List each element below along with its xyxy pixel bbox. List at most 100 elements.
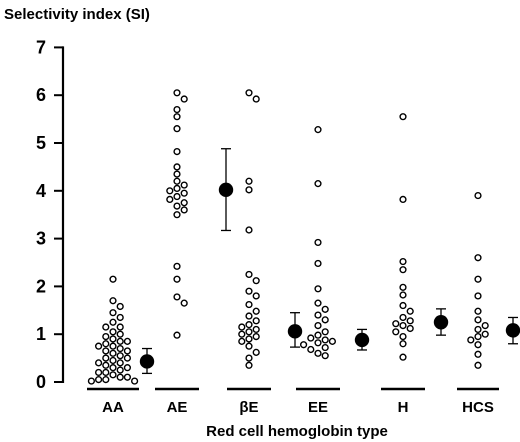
data-point bbox=[474, 254, 482, 262]
data-point bbox=[180, 199, 188, 207]
x-tick-label: EE bbox=[308, 399, 328, 416]
data-points bbox=[87, 89, 489, 385]
y-tick-label: 0 bbox=[36, 372, 46, 392]
data-point bbox=[399, 313, 407, 322]
data-point bbox=[399, 332, 407, 341]
data-point bbox=[399, 340, 407, 348]
data-point bbox=[252, 332, 260, 341]
data-point bbox=[238, 323, 246, 331]
x-tick-label: AA bbox=[102, 399, 124, 416]
data-point bbox=[180, 299, 188, 307]
data-point bbox=[328, 337, 337, 345]
data-point bbox=[474, 332, 482, 341]
data-point bbox=[116, 302, 124, 311]
data-point bbox=[109, 356, 117, 365]
data-point bbox=[252, 277, 260, 285]
data-point bbox=[245, 361, 253, 369]
data-point bbox=[166, 187, 174, 195]
data-point bbox=[245, 335, 253, 343]
data-point bbox=[399, 257, 407, 266]
data-point bbox=[314, 349, 322, 357]
data-point bbox=[102, 340, 110, 348]
data-point bbox=[94, 368, 103, 377]
data-point bbox=[245, 312, 253, 320]
data-point bbox=[245, 342, 253, 350]
data-point bbox=[321, 328, 329, 336]
data-point bbox=[116, 330, 124, 338]
data-point bbox=[102, 354, 110, 362]
data-point bbox=[116, 344, 124, 353]
data-point bbox=[173, 170, 181, 178]
data-point bbox=[321, 336, 329, 344]
data-point bbox=[102, 347, 110, 355]
data-point bbox=[481, 330, 489, 338]
y-axis-title: Selectivity index (SI) bbox=[4, 6, 150, 23]
data-point bbox=[131, 377, 139, 385]
data-point bbox=[314, 299, 322, 307]
data-point bbox=[392, 320, 400, 328]
data-point bbox=[109, 275, 117, 283]
data-point bbox=[406, 307, 414, 315]
mean-marker bbox=[354, 332, 370, 348]
data-point bbox=[173, 177, 181, 185]
data-point bbox=[474, 325, 482, 334]
data-point bbox=[102, 376, 110, 384]
data-point bbox=[116, 313, 124, 322]
data-point bbox=[314, 285, 322, 293]
data-point bbox=[123, 337, 132, 345]
data-point bbox=[314, 238, 322, 247]
data-point bbox=[87, 377, 96, 385]
data-point bbox=[173, 148, 181, 156]
data-point bbox=[245, 226, 253, 234]
data-point bbox=[123, 364, 132, 372]
data-point bbox=[173, 202, 181, 210]
x-axis-title: Red cell hemoglobin type bbox=[206, 423, 388, 440]
mean-marker bbox=[287, 324, 303, 339]
data-point bbox=[173, 184, 181, 193]
data-point bbox=[314, 311, 322, 319]
data-point bbox=[173, 211, 181, 219]
data-point bbox=[307, 345, 315, 354]
data-point bbox=[392, 328, 400, 336]
data-point bbox=[94, 359, 103, 367]
data-point bbox=[180, 181, 188, 189]
data-point bbox=[123, 354, 132, 362]
data-point bbox=[321, 352, 329, 360]
x-tick-label: AE bbox=[167, 399, 188, 416]
x-tick-label: βE bbox=[239, 399, 258, 416]
data-point bbox=[252, 317, 260, 325]
data-point bbox=[474, 361, 482, 369]
mean-marker bbox=[139, 354, 155, 369]
data-point bbox=[474, 191, 482, 200]
data-point bbox=[173, 105, 181, 114]
data-point bbox=[245, 300, 253, 309]
data-point bbox=[474, 292, 482, 300]
data-point bbox=[166, 195, 174, 204]
data-point bbox=[252, 292, 260, 300]
data-point bbox=[406, 317, 414, 325]
data-point bbox=[307, 334, 315, 342]
data-point bbox=[94, 376, 103, 384]
data-point bbox=[399, 283, 407, 291]
data-point bbox=[109, 342, 117, 350]
data-point bbox=[109, 364, 117, 372]
y-tick-label: 7 bbox=[36, 37, 46, 57]
data-point bbox=[245, 177, 253, 185]
data-point bbox=[238, 330, 246, 338]
y-tick-label: 5 bbox=[36, 133, 46, 153]
data-point bbox=[173, 192, 181, 201]
data-point bbox=[123, 347, 132, 355]
data-point bbox=[399, 353, 407, 361]
data-point bbox=[109, 297, 117, 305]
data-point bbox=[252, 95, 260, 103]
data-point bbox=[245, 89, 253, 97]
data-point bbox=[245, 328, 253, 336]
data-point bbox=[116, 337, 124, 345]
mean-markers bbox=[139, 148, 520, 375]
data-point bbox=[474, 307, 482, 315]
data-point bbox=[102, 361, 110, 369]
data-point bbox=[173, 262, 181, 270]
data-point bbox=[252, 307, 260, 315]
data-point bbox=[109, 309, 117, 317]
